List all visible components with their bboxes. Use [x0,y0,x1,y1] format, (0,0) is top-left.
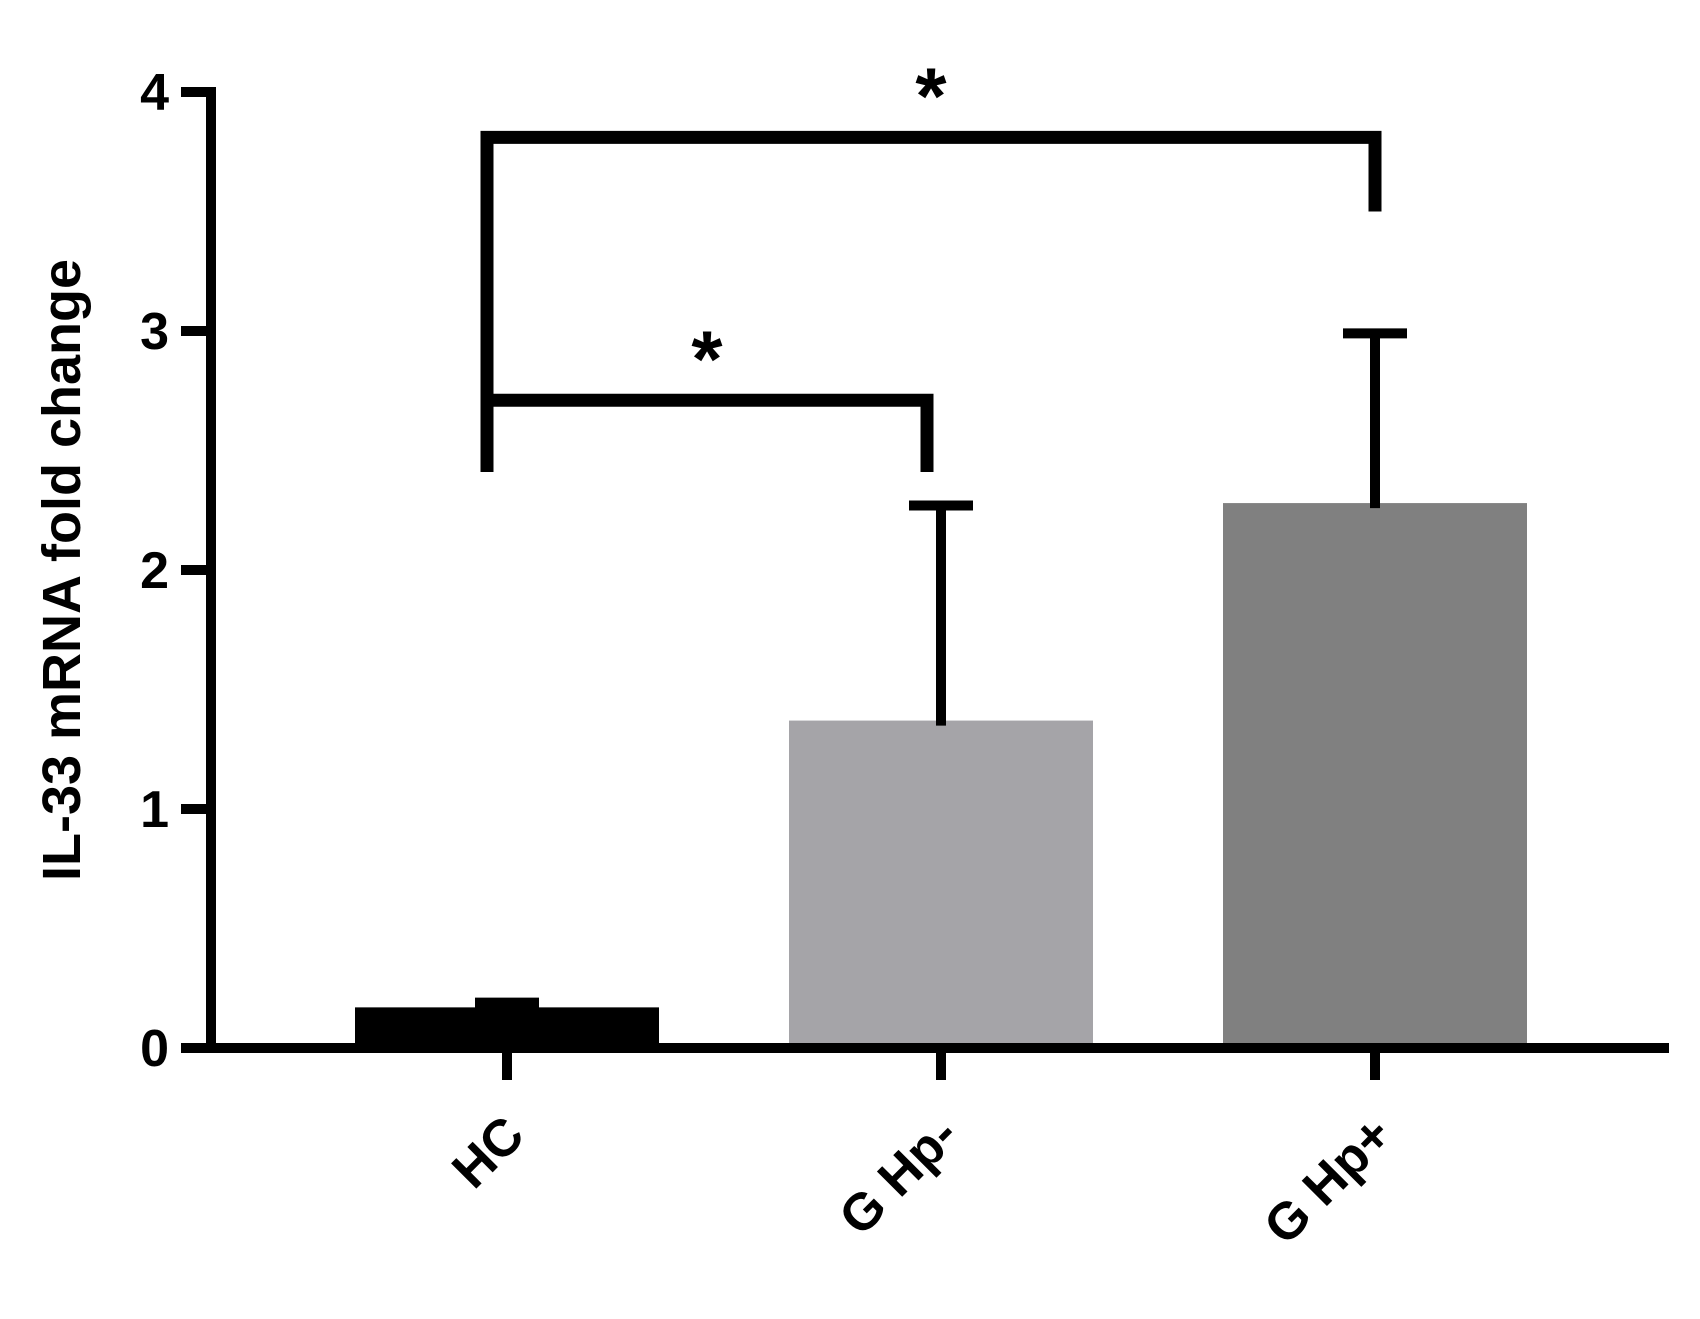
y-tick-label: 2 [140,542,169,600]
error-bar [1343,328,1407,509]
significance-bracket [480,393,934,473]
bar [355,1007,659,1048]
error-bar [475,997,539,1013]
significance-bracket [480,130,1382,473]
bar [1223,503,1527,1049]
significance-star: * [915,51,947,140]
x-tick-label: HC [441,1105,535,1199]
x-tick-label: G Hp+ [1253,1105,1403,1255]
y-tick-label: 4 [140,64,169,122]
bar [789,720,1093,1048]
y-axis-label: IL-33 mRNA fold change [32,259,92,881]
y-tick-label: 0 [140,1020,169,1078]
x-tick-label: G Hp- [828,1105,969,1246]
error-bar [909,500,973,726]
significance-star: * [691,314,723,403]
y-tick-label: 1 [140,781,169,839]
y-tick-label: 3 [140,303,169,361]
